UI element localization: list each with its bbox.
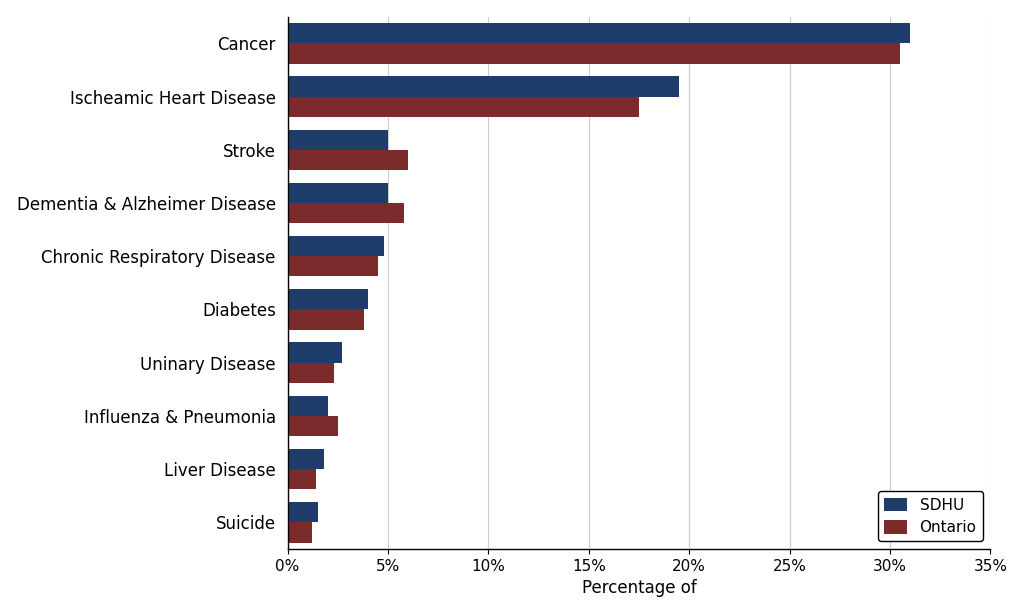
Bar <box>288 309 364 330</box>
Bar <box>288 203 404 223</box>
Bar <box>288 183 388 203</box>
Bar <box>288 416 338 436</box>
Bar <box>288 236 384 256</box>
Bar <box>288 396 328 416</box>
Bar <box>288 43 900 63</box>
Bar <box>288 76 679 96</box>
Bar <box>288 343 342 363</box>
Bar <box>288 363 334 383</box>
Bar <box>288 523 311 543</box>
Bar <box>288 150 409 170</box>
Bar <box>288 23 910 43</box>
Bar <box>288 449 324 469</box>
X-axis label: Percentage of: Percentage of <box>582 580 696 597</box>
Bar <box>288 502 317 523</box>
Bar <box>288 96 639 117</box>
Bar <box>288 130 388 150</box>
Bar <box>288 289 368 309</box>
Legend: SDHU, Ontario: SDHU, Ontario <box>879 491 983 542</box>
Bar <box>288 469 315 489</box>
Bar <box>288 256 378 276</box>
